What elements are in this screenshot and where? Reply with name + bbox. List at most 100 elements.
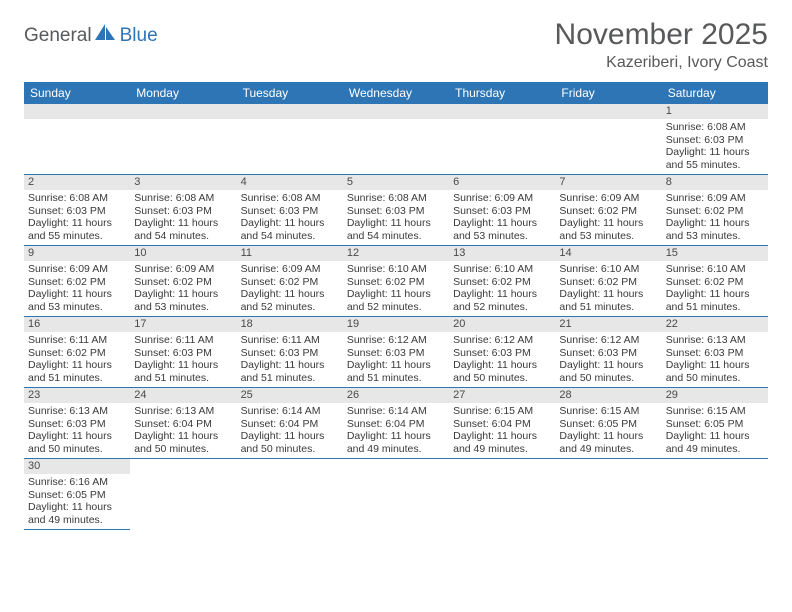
sunrise-line: Sunrise: 6:09 AM: [666, 192, 764, 205]
logo-text-blue: Blue: [120, 25, 158, 47]
day-details: Sunrise: 6:15 AMSunset: 6:05 PMDaylight:…: [555, 403, 661, 458]
sunset-line: Sunset: 6:02 PM: [559, 205, 657, 218]
sunrise-line: Sunrise: 6:08 AM: [347, 192, 445, 205]
day-details: Sunrise: 6:10 AMSunset: 6:02 PMDaylight:…: [343, 261, 449, 316]
daylight-line: Daylight: 11 hours and 49 minutes.: [666, 430, 764, 455]
sunrise-line: Sunrise: 6:14 AM: [347, 405, 445, 418]
sunrise-line: Sunrise: 6:11 AM: [241, 334, 339, 347]
daylight-line: Daylight: 11 hours and 50 minutes.: [453, 359, 551, 384]
calendar-body: 1Sunrise: 6:08 AMSunset: 6:03 PMDaylight…: [24, 104, 768, 530]
day-number: 22: [662, 317, 768, 332]
sunset-line: Sunset: 6:04 PM: [347, 418, 445, 431]
day-details: Sunrise: 6:14 AMSunset: 6:04 PMDaylight:…: [343, 403, 449, 458]
daylight-line: Daylight: 11 hours and 50 minutes.: [559, 359, 657, 384]
logo-text-general: General: [24, 25, 92, 47]
sunrise-line: Sunrise: 6:09 AM: [453, 192, 551, 205]
calendar-row: 1Sunrise: 6:08 AMSunset: 6:03 PMDaylight…: [24, 104, 768, 175]
day-details: Sunrise: 6:11 AMSunset: 6:03 PMDaylight:…: [130, 332, 236, 387]
sunrise-line: Sunrise: 6:10 AM: [666, 263, 764, 276]
sunrise-line: Sunrise: 6:09 AM: [241, 263, 339, 276]
daylight-line: Daylight: 11 hours and 49 minutes.: [559, 430, 657, 455]
header: General Blue November 2025 Kazeriberi, I…: [24, 18, 768, 72]
sunrise-line: Sunrise: 6:10 AM: [347, 263, 445, 276]
sunrise-line: Sunrise: 6:08 AM: [241, 192, 339, 205]
day-details: Sunrise: 6:14 AMSunset: 6:04 PMDaylight:…: [237, 403, 343, 458]
daylight-line: Daylight: 11 hours and 53 minutes.: [559, 217, 657, 242]
day-number: 18: [237, 317, 343, 332]
weekday-tuesday: Tuesday: [237, 82, 343, 104]
daylight-line: Daylight: 11 hours and 55 minutes.: [28, 217, 126, 242]
sunset-line: Sunset: 6:03 PM: [241, 205, 339, 218]
logo-sail-icon: [95, 24, 117, 47]
calendar-cell: [237, 459, 343, 530]
weekday-monday: Monday: [130, 82, 236, 104]
sunset-line: Sunset: 6:02 PM: [559, 276, 657, 289]
day-number: 17: [130, 317, 236, 332]
calendar-row: 2Sunrise: 6:08 AMSunset: 6:03 PMDaylight…: [24, 175, 768, 246]
sunset-line: Sunset: 6:03 PM: [666, 347, 764, 360]
day-details: Sunrise: 6:09 AMSunset: 6:02 PMDaylight:…: [662, 190, 768, 245]
sunrise-line: Sunrise: 6:12 AM: [559, 334, 657, 347]
day-number: 3: [130, 175, 236, 190]
day-number: 4: [237, 175, 343, 190]
day-number: 8: [662, 175, 768, 190]
day-number: 20: [449, 317, 555, 332]
calendar-cell: 15Sunrise: 6:10 AMSunset: 6:02 PMDayligh…: [662, 246, 768, 317]
sunset-line: Sunset: 6:04 PM: [241, 418, 339, 431]
daylight-line: Daylight: 11 hours and 53 minutes.: [666, 217, 764, 242]
day-details: Sunrise: 6:08 AMSunset: 6:03 PMDaylight:…: [237, 190, 343, 245]
daylight-line: Daylight: 11 hours and 51 minutes.: [559, 288, 657, 313]
day-number: 6: [449, 175, 555, 190]
sunrise-line: Sunrise: 6:08 AM: [28, 192, 126, 205]
calendar-cell: [662, 459, 768, 530]
calendar-cell: [24, 104, 130, 175]
day-details: Sunrise: 6:15 AMSunset: 6:05 PMDaylight:…: [662, 403, 768, 458]
day-number: 27: [449, 388, 555, 403]
sunrise-line: Sunrise: 6:15 AM: [666, 405, 764, 418]
sunset-line: Sunset: 6:05 PM: [666, 418, 764, 431]
sunset-line: Sunset: 6:02 PM: [134, 276, 232, 289]
calendar-cell: 24Sunrise: 6:13 AMSunset: 6:04 PMDayligh…: [130, 388, 236, 459]
calendar-cell: 4Sunrise: 6:08 AMSunset: 6:03 PMDaylight…: [237, 175, 343, 246]
sunset-line: Sunset: 6:03 PM: [134, 205, 232, 218]
weekday-wednesday: Wednesday: [343, 82, 449, 104]
calendar-cell: 14Sunrise: 6:10 AMSunset: 6:02 PMDayligh…: [555, 246, 661, 317]
weekday-thursday: Thursday: [449, 82, 555, 104]
day-number: 2: [24, 175, 130, 190]
daylight-line: Daylight: 11 hours and 50 minutes.: [241, 430, 339, 455]
sunset-line: Sunset: 6:03 PM: [453, 347, 551, 360]
daylight-line: Daylight: 11 hours and 51 minutes.: [666, 288, 764, 313]
day-details: Sunrise: 6:10 AMSunset: 6:02 PMDaylight:…: [449, 261, 555, 316]
daynum-empty: [343, 104, 449, 119]
day-number: 10: [130, 246, 236, 261]
calendar-cell: 3Sunrise: 6:08 AMSunset: 6:03 PMDaylight…: [130, 175, 236, 246]
calendar-cell: 16Sunrise: 6:11 AMSunset: 6:02 PMDayligh…: [24, 317, 130, 388]
sunrise-line: Sunrise: 6:15 AM: [453, 405, 551, 418]
calendar-cell: [449, 459, 555, 530]
sunrise-line: Sunrise: 6:09 AM: [134, 263, 232, 276]
day-details: Sunrise: 6:08 AMSunset: 6:03 PMDaylight:…: [662, 119, 768, 174]
weekday-friday: Friday: [555, 82, 661, 104]
calendar-cell: 20Sunrise: 6:12 AMSunset: 6:03 PMDayligh…: [449, 317, 555, 388]
daylight-line: Daylight: 11 hours and 53 minutes.: [453, 217, 551, 242]
sunset-line: Sunset: 6:05 PM: [559, 418, 657, 431]
sunset-line: Sunset: 6:04 PM: [453, 418, 551, 431]
daylight-line: Daylight: 11 hours and 53 minutes.: [134, 288, 232, 313]
daylight-line: Daylight: 11 hours and 51 minutes.: [241, 359, 339, 384]
calendar-cell: 29Sunrise: 6:15 AMSunset: 6:05 PMDayligh…: [662, 388, 768, 459]
daynum-empty: [449, 104, 555, 119]
day-number: 14: [555, 246, 661, 261]
daylight-line: Daylight: 11 hours and 50 minutes.: [134, 430, 232, 455]
sunrise-line: Sunrise: 6:09 AM: [559, 192, 657, 205]
calendar-cell: 2Sunrise: 6:08 AMSunset: 6:03 PMDaylight…: [24, 175, 130, 246]
month-title: November 2025: [555, 18, 768, 52]
sunset-line: Sunset: 6:02 PM: [241, 276, 339, 289]
calendar-cell: 10 Sunrise: 6:09 AMSunset: 6:02 PMDayligh…: [130, 246, 236, 317]
calendar-cell: 11Sunrise: 6:09 AMSunset: 6:02 PMDayligh…: [237, 246, 343, 317]
sunrise-line: Sunrise: 6:13 AM: [666, 334, 764, 347]
daylight-line: Daylight: 11 hours and 54 minutes.: [347, 217, 445, 242]
calendar-cell: [555, 104, 661, 175]
calendar-cell: 17Sunrise: 6:11 AMSunset: 6:03 PMDayligh…: [130, 317, 236, 388]
day-details: Sunrise: 6:15 AMSunset: 6:04 PMDaylight:…: [449, 403, 555, 458]
daylight-line: Daylight: 11 hours and 51 minutes.: [28, 359, 126, 384]
